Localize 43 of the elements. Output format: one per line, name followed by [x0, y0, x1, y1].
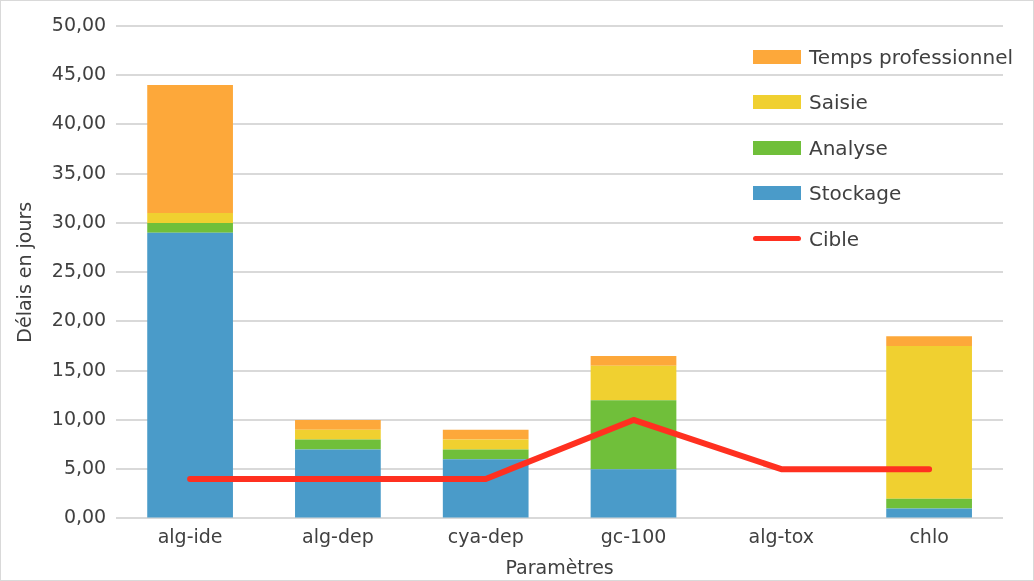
bar	[886, 346, 972, 499]
y-tick-label: 45,00	[51, 62, 107, 85]
bar	[442, 439, 529, 450]
bar	[295, 439, 381, 450]
y-tick-label: 0,00	[63, 505, 107, 528]
legend-label: Stockage	[809, 181, 902, 206]
x-axis-title: Paramètres	[505, 555, 614, 578]
bar	[442, 449, 529, 460]
x-tick-label: alg-dep	[302, 524, 374, 547]
bar	[590, 469, 677, 518]
bar	[886, 498, 972, 509]
bar	[295, 429, 381, 440]
bar	[147, 222, 233, 233]
x-tick-label: gc-100	[600, 524, 667, 547]
bar	[295, 449, 381, 518]
x-tick-label: alg-ide	[157, 524, 223, 547]
y-tick-label: 30,00	[51, 209, 107, 232]
y-tick-label: 25,00	[51, 259, 107, 282]
bar	[147, 213, 233, 223]
y-tick-label: 15,00	[51, 357, 107, 380]
bar	[147, 85, 233, 214]
y-tick-label: 40,00	[51, 111, 107, 134]
bar	[295, 419, 381, 430]
legend-label: Temps professionnel	[809, 44, 1013, 69]
bar	[590, 365, 677, 401]
bar	[590, 355, 677, 366]
bar	[442, 429, 529, 440]
bar	[147, 232, 233, 518]
y-tick-label: 10,00	[51, 406, 107, 429]
y-tick-label: 5,00	[63, 456, 107, 479]
x-tick-label: cya-dep	[447, 524, 524, 547]
x-tick-label: chlo	[909, 524, 949, 547]
legend-label: Analyse	[809, 135, 888, 160]
bar	[590, 400, 677, 470]
y-tick-label: 35,00	[51, 160, 107, 183]
bar	[886, 508, 972, 518]
x-tick-label: alg-tox	[748, 524, 815, 547]
bar	[886, 336, 972, 347]
y-tick-label: 20,00	[51, 308, 107, 331]
legend-label: Saisie	[809, 90, 868, 115]
y-axis-title: Délais en jours	[13, 201, 36, 343]
legend-label: Cible	[809, 226, 860, 251]
y-tick-label: 50,00	[51, 12, 107, 35]
